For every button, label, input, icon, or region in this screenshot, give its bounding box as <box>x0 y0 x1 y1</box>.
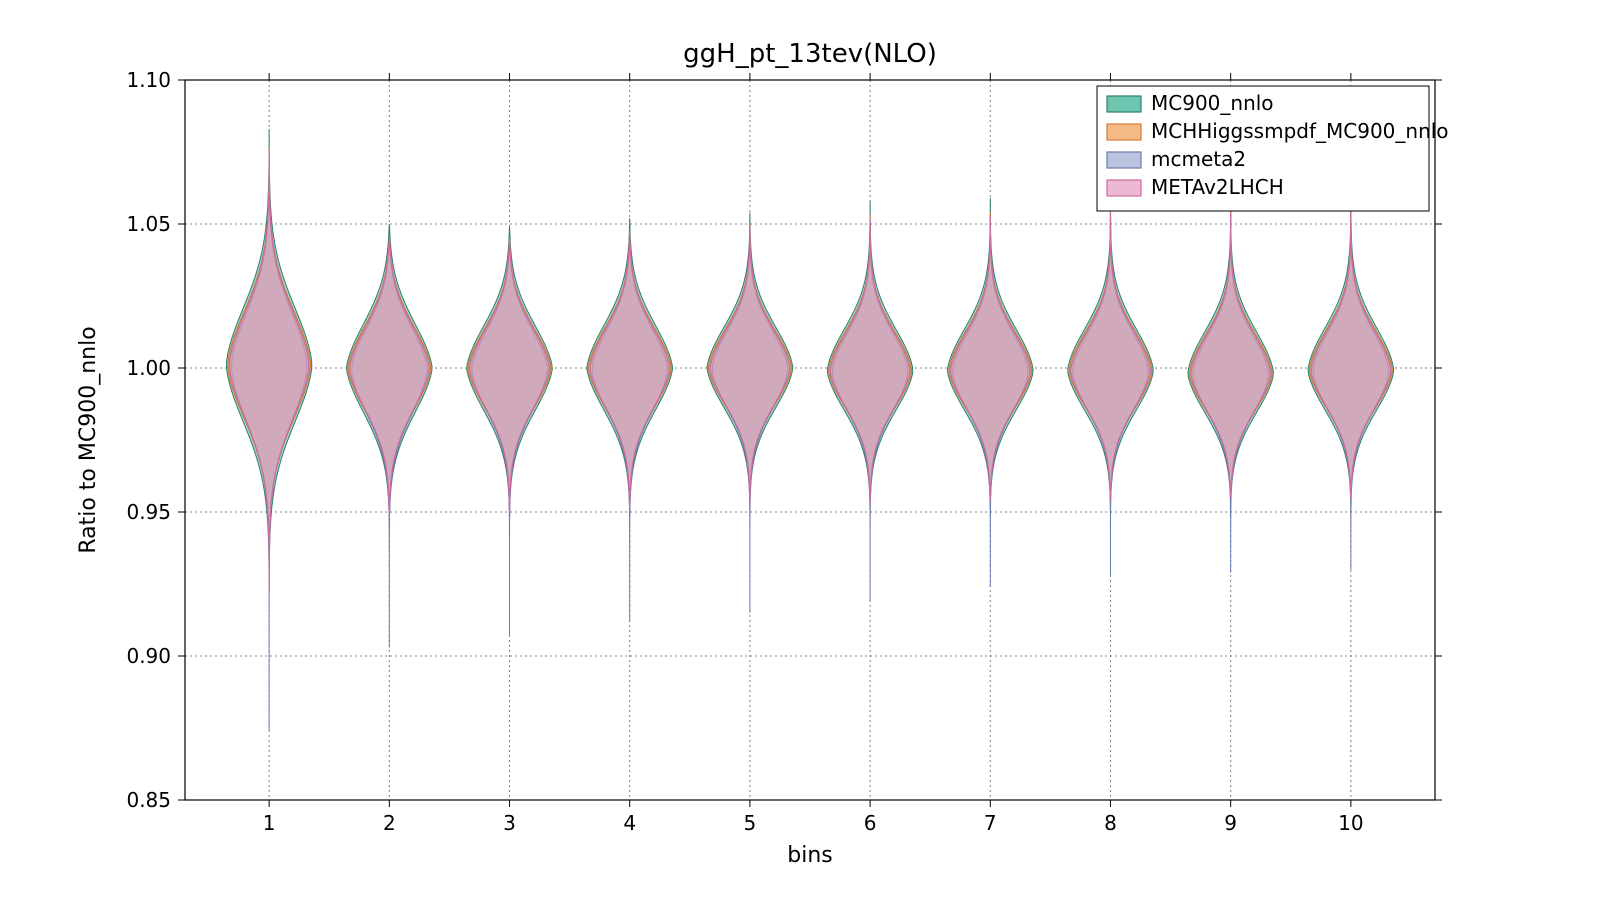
x-axis-label: bins <box>787 843 832 868</box>
xtick-label: 2 <box>383 811 396 835</box>
ytick-label: 0.95 <box>126 500 171 524</box>
xtick-label: 5 <box>744 811 757 835</box>
xtick-label: 4 <box>623 811 636 835</box>
violins <box>227 129 1394 731</box>
legend-label: METAv2LHCH <box>1151 175 1284 199</box>
ytick-label: 1.10 <box>126 68 171 92</box>
ytick-label: 0.90 <box>126 644 171 668</box>
legend-swatch <box>1107 124 1141 140</box>
legend-label: mcmeta2 <box>1151 147 1246 171</box>
xtick-label: 6 <box>864 811 877 835</box>
legend-label: MCHHiggssmpdf_MC900_nnlo <box>1151 119 1449 143</box>
xtick-label: 8 <box>1104 811 1117 835</box>
ytick-label: 0.85 <box>126 788 171 812</box>
chart-container: 1 2 3 4 5 6 7 8 9 10 0.85 0.90 0.95 1.00 1.05 1.10 bins R… <box>0 0 1600 900</box>
xtick-label: 10 <box>1338 811 1363 835</box>
legend: MC900_nnlo MCHHiggssmpdf_MC900_nnlomcmeta… <box>1097 86 1449 211</box>
ytick-label: 1.00 <box>126 356 171 380</box>
legend-label: MC900_nnlo <box>1151 91 1274 115</box>
chart-title: ggH_pt_13tev(NLO) <box>683 39 937 69</box>
legend-swatch <box>1107 96 1141 112</box>
xtick-label: 3 <box>503 811 516 835</box>
xtick-label: 1 <box>263 811 276 835</box>
ytick-label: 1.05 <box>126 212 171 236</box>
y-axis-label: Ratio to MC900_nnlo <box>76 326 101 553</box>
legend-swatch <box>1107 180 1141 196</box>
xtick-label: 7 <box>984 811 997 835</box>
legend-swatch <box>1107 152 1141 168</box>
xtick-label: 9 <box>1224 811 1237 835</box>
violin-chart: 1 2 3 4 5 6 7 8 9 10 0.85 0.90 0.95 1.00 1.05 1.10 bins R… <box>0 0 1600 900</box>
